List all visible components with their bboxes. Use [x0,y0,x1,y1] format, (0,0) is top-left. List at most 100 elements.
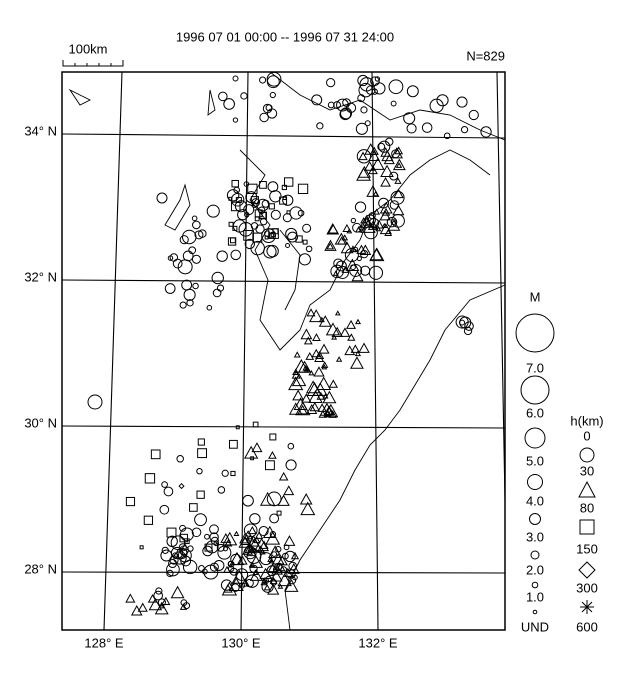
quake-symbol [267,583,280,595]
quake-symbol [179,545,189,556]
quake-symbol [282,194,294,206]
quake-symbol [406,123,417,134]
earthquakes [87,71,492,616]
lat-label: 28° N [24,561,57,576]
quake-symbol [238,221,254,237]
quake-symbol [364,160,376,171]
quake-symbol [220,533,232,543]
quake-symbol [356,149,372,164]
quake-symbol [270,231,276,237]
quake-symbol [157,598,166,607]
quake-symbol [245,191,258,204]
quake-symbol [292,574,298,581]
quake-symbol [252,232,263,243]
lat-label: 32° N [24,269,57,284]
quake-symbol [390,190,405,205]
quake-symbol [318,316,325,323]
quake-symbol [390,219,397,225]
quake-symbol [172,258,183,269]
quake-symbol [232,117,239,123]
quake-symbol [154,601,169,615]
quake-symbol [293,397,308,411]
coastline [269,71,506,141]
quake-symbol [380,164,394,178]
legend-label: 4.0 [526,493,544,508]
quake-symbol [161,481,168,488]
quake-symbol [459,319,466,326]
scale-label: 100km [68,41,107,56]
quake-symbol [156,192,168,204]
lat-label: 34° N [24,123,57,138]
quake-symbol [271,564,283,575]
quake-symbol [336,98,349,112]
quake-symbol [282,567,293,577]
quake-symbol [327,223,339,234]
quake-symbol [341,265,350,273]
quake-symbol [250,456,255,461]
quake-symbol [232,75,239,82]
quake-symbol [176,455,184,463]
quake-symbol [259,112,269,123]
quake-symbol [352,246,359,253]
quake-symbol [191,215,198,222]
quake-symbol [155,587,163,595]
quake-symbol [166,527,177,538]
quake-symbol [387,219,401,231]
quake-symbol [390,100,397,107]
quake-symbol [288,402,303,415]
legend-label: 0 [583,428,590,443]
quake-symbol [421,122,433,133]
quake-symbol [265,460,275,471]
quake-symbol [271,553,285,565]
quake-symbol [255,224,265,234]
quake-symbol [388,79,404,95]
quake-symbol [393,188,404,199]
quake-symbol [217,486,226,494]
quake-symbol [368,217,380,229]
map-frame [61,71,506,631]
legend-symbol [578,561,596,579]
quake-symbol [243,181,250,187]
quake-symbol [312,333,321,341]
quake-symbol [183,538,190,545]
quake-symbol [300,501,316,516]
quake-symbol [333,101,341,109]
quake-symbol [290,551,300,560]
quake-symbol [194,230,204,240]
quake-symbol [311,348,322,358]
quake-symbol [179,533,188,543]
quake-symbol [224,539,233,547]
quake-symbol [222,546,228,552]
quake-symbol [378,140,391,153]
quake-symbol [263,230,271,237]
quake-symbol [378,197,389,209]
quake-symbol [227,560,234,567]
quake-symbol [181,229,197,245]
quake-symbol [269,531,277,538]
quake-symbol [213,560,225,571]
quake-symbol [179,524,187,532]
quake-symbol [364,225,378,240]
quake-symbol [285,242,291,248]
quake-symbol [315,350,325,360]
lon-line [103,71,123,631]
quake-symbol [366,185,380,197]
quake-symbol [360,106,368,114]
quake-symbol [230,193,245,207]
quake-symbol [389,200,400,210]
quake-symbol [216,284,225,292]
quake-symbol [206,304,213,311]
quake-symbol [297,183,309,194]
quake-symbol [177,259,193,275]
quake-symbol [289,206,303,220]
quake-symbol [253,536,261,544]
quake-symbol [181,279,193,291]
quake-symbol [287,563,300,574]
quake-symbol [362,217,372,226]
quake-symbol [276,510,282,516]
quake-symbol [201,568,208,575]
quake-symbol [291,373,307,387]
quake-symbol [357,94,366,103]
quake-symbol [368,165,378,175]
quake-symbol [240,92,248,100]
